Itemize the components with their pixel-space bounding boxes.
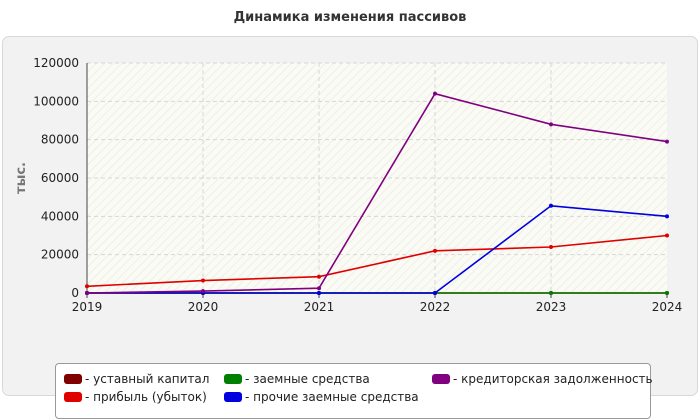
series-point-3 xyxy=(549,203,553,208)
series-point-4 xyxy=(85,291,89,295)
series-point-1 xyxy=(433,248,437,253)
series-point-2 xyxy=(549,291,553,295)
series-point-4 xyxy=(201,289,205,294)
y-tick-label: 0 xyxy=(71,286,79,300)
series-point-4 xyxy=(665,139,669,144)
series-point-1 xyxy=(85,284,89,289)
legend-item: - прочие заемные средства xyxy=(224,390,419,404)
legend: - уставный капитал - прибыль (убыток) - за… xyxy=(55,363,653,419)
series-line-3 xyxy=(87,204,668,294)
legend-label: - прочие заемные средства xyxy=(245,390,419,404)
legend-label: - заемные средства xyxy=(245,372,370,386)
series-point-1 xyxy=(317,274,321,279)
x-tick-label: 2024 xyxy=(652,300,683,314)
y-tick-label: 80000 xyxy=(41,133,79,147)
x-tick-label: 2023 xyxy=(536,300,567,314)
y-axis-label: тыс. xyxy=(14,162,29,194)
chart-plot: 0 20000 40000 60000 80000 100000 120000 2019 202… xyxy=(14,56,683,314)
x-tick-label: 2020 xyxy=(188,300,219,314)
series-line-1 xyxy=(86,234,668,288)
y-tick-label: 120000 xyxy=(33,56,79,70)
legend-item: - уставный капитал xyxy=(64,372,209,386)
y-tick-label: 60000 xyxy=(41,171,79,185)
legend-item: - кредиторская задолженность xyxy=(432,372,653,386)
legend-label: - кредиторская задолженность xyxy=(453,372,653,386)
legend-label: - прибыль (убыток) xyxy=(85,390,207,404)
legend-item: - прибыль (убыток) xyxy=(64,390,207,404)
series-point-3 xyxy=(433,291,437,295)
legend-swatch xyxy=(64,392,82,402)
series-point-4 xyxy=(317,286,321,291)
legend-label: - уставный капитал xyxy=(85,372,210,386)
y-tick-label: 20000 xyxy=(41,248,79,262)
chart-panel: 0 20000 40000 60000 80000 100000 120000 2019 202… xyxy=(2,36,698,419)
legend-swatch xyxy=(64,374,82,384)
series-point-1 xyxy=(201,278,205,283)
series-point-4 xyxy=(433,91,437,96)
x-tick-label: 2021 xyxy=(304,300,335,314)
series-point-1 xyxy=(665,233,669,238)
y-tick-label: 100000 xyxy=(33,94,79,108)
series-line-4 xyxy=(86,92,668,294)
series-point-1 xyxy=(549,245,553,249)
chart-title: Динамика изменения пассивов xyxy=(233,10,467,25)
x-tick-label: 2019 xyxy=(72,300,103,314)
x-tick-label: 2022 xyxy=(420,300,451,314)
series-point-3 xyxy=(317,291,321,295)
legend-swatch xyxy=(224,374,242,384)
series-point-3 xyxy=(665,214,669,219)
series-point-4 xyxy=(549,122,553,127)
y-tick-label: 40000 xyxy=(41,209,79,223)
series-point-2 xyxy=(665,291,669,295)
legend-swatch xyxy=(432,374,450,384)
legend-item: - заемные средства xyxy=(224,372,370,386)
legend-swatch xyxy=(224,392,242,402)
